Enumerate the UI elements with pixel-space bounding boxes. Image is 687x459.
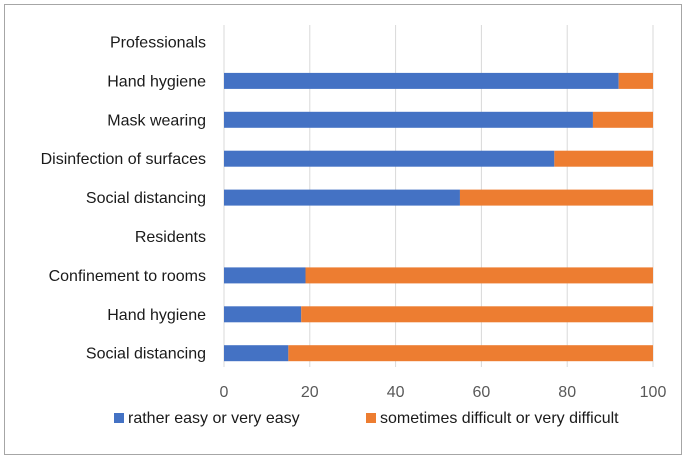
- category-labels: Professionals Hand hygiene Mask wearing Dis…: [41, 35, 207, 363]
- legend: rather easy or very easy sometimes diffic…: [114, 410, 619, 427]
- category-label: Professionals: [110, 35, 206, 52]
- bar-difficult: [592, 111, 653, 128]
- x-tick-label: 0: [220, 384, 229, 401]
- x-tick-labels: 0 20 40 60 80 100: [220, 384, 667, 401]
- category-label: Hand hygiene: [107, 307, 206, 324]
- bar-difficult: [554, 150, 653, 167]
- x-tick-label: 60: [473, 384, 491, 401]
- bar-easy: [224, 306, 302, 323]
- x-tick-label: 40: [387, 384, 405, 401]
- legend-swatch: [366, 413, 376, 423]
- legend-label: sometimes difficult or very difficult: [380, 410, 619, 427]
- bar-difficult: [459, 189, 653, 206]
- category-label: Disinfection of surfaces: [41, 151, 206, 168]
- bar-difficult: [305, 267, 653, 284]
- category-label: Social distancing: [86, 346, 206, 363]
- bar-easy: [224, 345, 289, 362]
- bars: [224, 72, 653, 362]
- bar-easy: [224, 72, 619, 89]
- x-tick-label: 20: [301, 384, 319, 401]
- bar-easy: [224, 111, 593, 128]
- category-label: Social distancing: [86, 190, 206, 207]
- bar-difficult: [288, 345, 653, 362]
- bar-easy: [224, 150, 555, 167]
- bar-difficult: [301, 306, 653, 323]
- category-label: Mask wearing: [107, 112, 206, 129]
- x-tick-label: 100: [640, 384, 667, 401]
- category-label: Hand hygiene: [107, 73, 206, 90]
- legend-swatch: [114, 413, 124, 423]
- legend-label: rather easy or very easy: [128, 410, 300, 427]
- category-label: Confinement to rooms: [49, 268, 206, 285]
- x-tick-label: 80: [558, 384, 576, 401]
- bar-difficult: [618, 72, 653, 89]
- bar-easy: [224, 267, 306, 284]
- bar-easy: [224, 189, 460, 206]
- category-label: Residents: [135, 229, 206, 246]
